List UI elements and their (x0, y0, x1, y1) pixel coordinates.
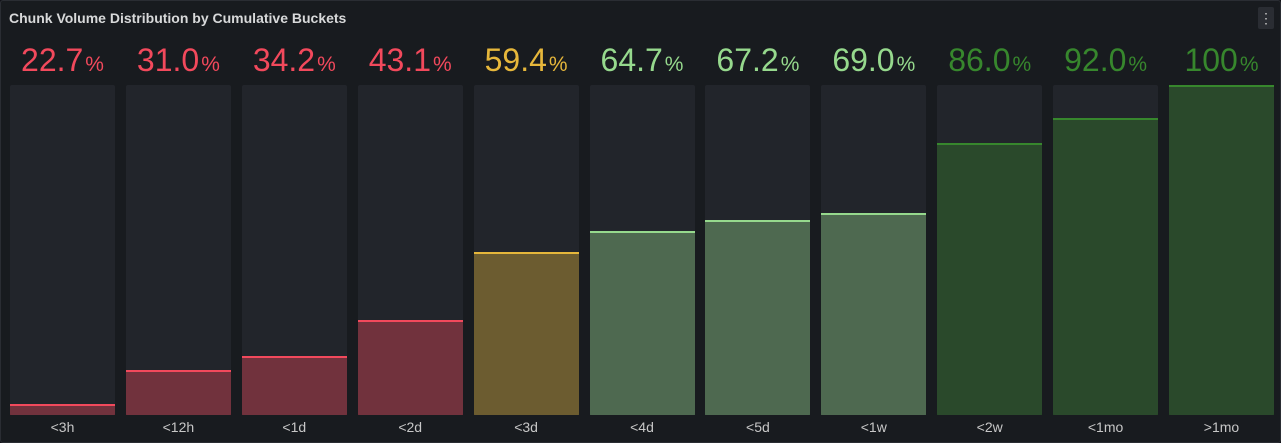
bar-track (357, 85, 463, 415)
category-label: <4d (630, 419, 654, 435)
bar-track (821, 85, 927, 415)
category-label: <1mo (1087, 419, 1124, 435)
category-label: >1mo (1203, 419, 1240, 435)
bar-track (1169, 85, 1274, 415)
bar-value-label: 43.1% (340, 42, 480, 79)
bar-value-unit: % (201, 53, 220, 76)
bar-value-unit: % (432, 53, 452, 76)
bar-track (473, 85, 579, 415)
bar[interactable] (589, 230, 695, 415)
bar-value-label: 67.2% (688, 42, 828, 79)
bar-value-number: 59.4 (484, 42, 547, 78)
bar-track (937, 85, 1043, 415)
bar-value-label: 59.4% (456, 42, 596, 79)
bar[interactable] (125, 369, 231, 415)
bar-value-label: 100% (1152, 42, 1281, 79)
bar[interactable] (10, 403, 115, 415)
bar[interactable] (937, 142, 1043, 415)
category-label: <1w (860, 419, 887, 435)
bar-value-number: 86.0 (948, 42, 1011, 78)
bar[interactable] (241, 356, 347, 415)
bar-value-unit: % (85, 53, 104, 76)
category-label: <5d (746, 419, 770, 435)
bar[interactable] (821, 212, 927, 415)
category-label: <3d (514, 419, 538, 435)
category-label: <2w (976, 419, 1003, 435)
bar-value-number: 69.0 (832, 42, 895, 78)
bar-value-number: 43.1 (368, 42, 431, 78)
bar-value-label: 92.0% (1036, 42, 1176, 79)
panel-title: Chunk Volume Distribution by Cumulative … (9, 10, 347, 26)
bar-value-unit: % (896, 53, 916, 76)
bar-value-number: 67.2 (716, 42, 779, 78)
bar-track (705, 85, 811, 415)
bar-value-number: 22.7 (21, 42, 84, 78)
bar-track (241, 85, 347, 415)
bar-value-label: 64.7% (572, 42, 712, 79)
bar-value-unit: % (1012, 53, 1032, 76)
category-label: <12h (162, 419, 195, 435)
bar-track (10, 85, 115, 415)
panel-menu-icon[interactable]: ⋮ (1258, 7, 1274, 29)
bar[interactable] (357, 319, 463, 415)
bar-value-number: 31.0 (136, 42, 200, 78)
bar-value-unit: % (317, 53, 336, 76)
bar-value-unit: % (664, 53, 684, 76)
bar-value-number: 100 (1184, 42, 1238, 78)
bar-track (589, 85, 695, 415)
bar-value-unit: % (548, 53, 568, 76)
bar-value-label: 31.0% (108, 42, 248, 79)
bar-value-label: 86.0% (920, 42, 1060, 79)
category-label: <3h (50, 419, 75, 435)
bar-value-unit: % (1239, 53, 1259, 76)
bar[interactable] (473, 252, 579, 415)
bar-track (1053, 85, 1159, 415)
bar-value-number: 64.7 (600, 42, 663, 78)
bar-value-label: 34.2% (224, 42, 364, 79)
bar-value-unit: % (780, 53, 800, 76)
bar-value-unit: % (1128, 53, 1148, 76)
category-label: <1d (282, 419, 307, 435)
bar-value-label: 69.0% (804, 42, 944, 79)
bar-value-number: 92.0 (1064, 42, 1127, 78)
category-label: <2d (398, 419, 423, 435)
bar[interactable] (1169, 85, 1274, 415)
bar-value-number: 34.2 (252, 42, 316, 78)
bar[interactable] (1053, 118, 1159, 415)
bar[interactable] (705, 220, 811, 415)
bar-track (125, 85, 231, 415)
bar-value-label: 22.7% (0, 42, 133, 79)
